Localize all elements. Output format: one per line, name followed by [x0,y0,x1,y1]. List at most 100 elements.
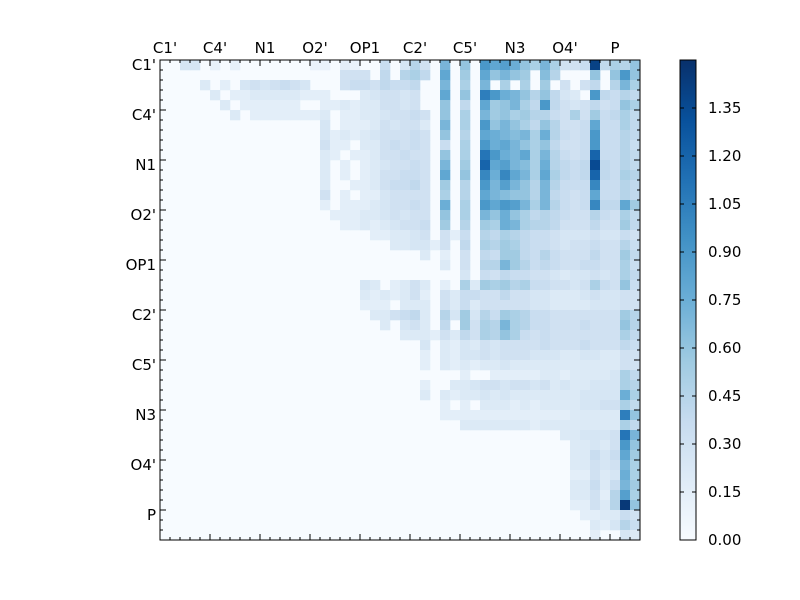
heatmap-cell [400,280,411,291]
heatmap-cell [480,240,491,251]
heatmap-cell [620,520,631,531]
heatmap-cell [420,120,431,131]
heatmap-cell [580,60,591,71]
heatmap-cell [410,120,421,131]
x-axis-ticks: C1' C4' N1 O2' OP1 C2' C5' N3 O4' P [153,39,641,540]
heatmap-cell [480,390,491,401]
heatmap-cell [420,160,431,171]
heatmap-cell [570,350,581,361]
heatmap-cell [510,210,521,221]
colorbar-tick-label: 0.75 [708,291,741,309]
heatmap-cell [230,90,241,101]
heatmap-cell [500,90,511,101]
heatmap-cell [530,270,541,281]
heatmap-cell [420,150,431,161]
heatmap-cell [610,310,621,321]
heatmap-cell [530,230,541,241]
heatmap-cell [600,200,611,211]
heatmap-cell [510,280,521,291]
heatmap-cell [570,260,581,271]
heatmap-cell [590,70,601,81]
heatmap-cell [490,240,501,251]
heatmap-cell [620,450,631,461]
heatmap-cell [610,520,621,531]
heatmap-cell [540,60,551,71]
heatmap-cell [550,260,561,271]
heatmap-cell [490,190,501,201]
heatmap-cell [600,450,611,461]
heatmap-cell [540,110,551,121]
heatmap-cell [500,320,511,331]
heatmap-cell [490,220,501,231]
heatmap-cell [440,190,451,201]
heatmap-cell [560,340,571,351]
heatmap-cell [320,100,331,111]
heatmap-cell [400,70,411,81]
heatmap-cell [350,150,361,161]
heatmap-cell [390,110,401,121]
heatmap-cell [420,170,431,181]
heatmap-cell [610,110,621,121]
heatmap-cell [550,240,561,251]
heatmap-cell [630,400,641,411]
heatmap-cell [440,300,451,311]
heatmap-cell [630,160,641,171]
heatmap-cell [590,370,601,381]
heatmap-cell [490,150,501,161]
heatmap-cell [360,90,371,101]
heatmap-cell [480,150,491,161]
heatmap-cell [590,220,601,231]
heatmap-cell [620,470,631,481]
heatmap-cell [570,90,581,101]
heatmap-cell [540,240,551,251]
heatmap-cell [400,230,411,241]
heatmap-cell [440,200,451,211]
heatmap-cell [510,400,521,411]
heatmap-cell [570,440,581,451]
heatmap-cell [600,120,611,131]
heatmap-cell [450,300,461,311]
heatmap-cell [480,220,491,231]
heatmap-cell [450,330,461,341]
heatmap-cell [520,210,531,221]
heatmap-cell [560,250,571,261]
heatmap-cell [590,80,601,91]
heatmap-cell [630,110,641,121]
heatmap-cell [250,90,261,101]
heatmap-cell [480,190,491,201]
heatmap-cell [480,230,491,241]
heatmap-cell [340,130,351,141]
heatmap-cell [630,530,641,541]
heatmap-cell [500,410,511,421]
heatmap-cell [390,130,401,141]
heatmap-cell [440,240,451,251]
heatmap-cell [320,170,331,181]
heatmap-cell [550,220,561,231]
heatmap-cell [420,200,431,211]
heatmap-cell [330,130,341,141]
y-tick-label: C1' [132,56,156,74]
heatmap-cell [590,190,601,201]
heatmap-cell [530,400,541,411]
heatmap-cell [600,140,611,151]
heatmap-cell [520,160,531,171]
heatmap-cell [550,140,561,151]
heatmap-cell [460,350,471,361]
heatmap-cell [450,230,461,241]
heatmap-cell [570,200,581,211]
heatmap-cell [570,360,581,371]
heatmap-cell [570,100,581,111]
heatmap-cell [590,490,601,501]
heatmap-cell [510,190,521,201]
heatmap-cell [570,500,581,511]
heatmap-cell [480,290,491,301]
heatmap-cell [560,370,571,381]
heatmap-cell [360,210,371,221]
heatmap-cell [510,370,521,381]
heatmap-cell [400,180,411,191]
heatmap-cell [530,380,541,391]
heatmap-cell [560,90,571,101]
heatmap-cell [630,120,641,131]
heatmap-cell [290,80,301,91]
heatmap-cell [610,380,621,391]
